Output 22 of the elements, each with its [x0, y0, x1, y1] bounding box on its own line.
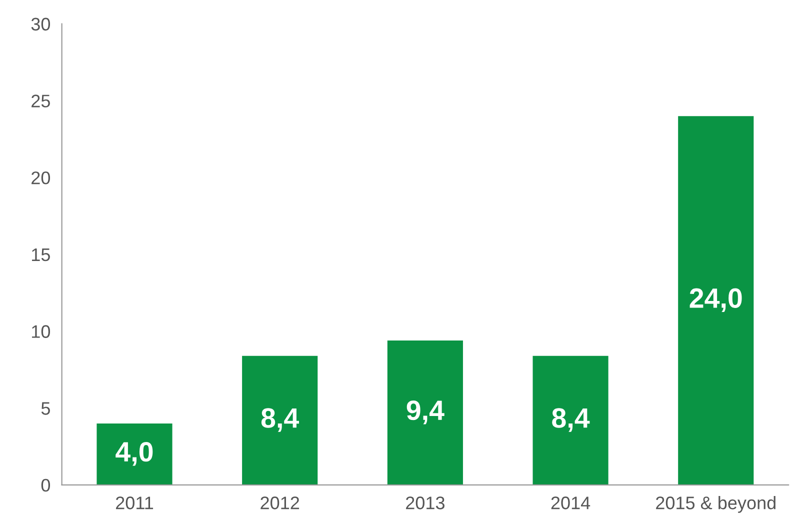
bar: [532, 356, 608, 485]
x-tick-label: 2012: [260, 496, 300, 510]
x-tick-label: 2015 & beyond: [656, 496, 776, 513]
bar: [387, 340, 463, 485]
y-tick-label: 30: [31, 18, 50, 31]
data-label: 24,0: [690, 288, 742, 312]
y-tick-label: 20: [32, 171, 50, 184]
data-label: 8,4: [261, 408, 300, 432]
data-label: 4,0: [116, 442, 153, 466]
data-label: 8,4: [552, 408, 590, 432]
bar: [96, 423, 172, 485]
y-tick-label: 10: [32, 325, 50, 338]
x-tick-label: 2013: [406, 496, 444, 510]
bar: [242, 356, 318, 485]
y-tick-label: 0: [41, 478, 50, 492]
y-tick-label: 25: [32, 94, 50, 108]
x-tick-label: 2011: [116, 496, 154, 510]
bar: [678, 116, 754, 485]
y-tick-label: 5: [41, 402, 50, 415]
y-tick-label: 15: [32, 248, 50, 262]
data-label: 9,4: [406, 400, 444, 424]
x-tick-label: 2014: [551, 496, 590, 510]
